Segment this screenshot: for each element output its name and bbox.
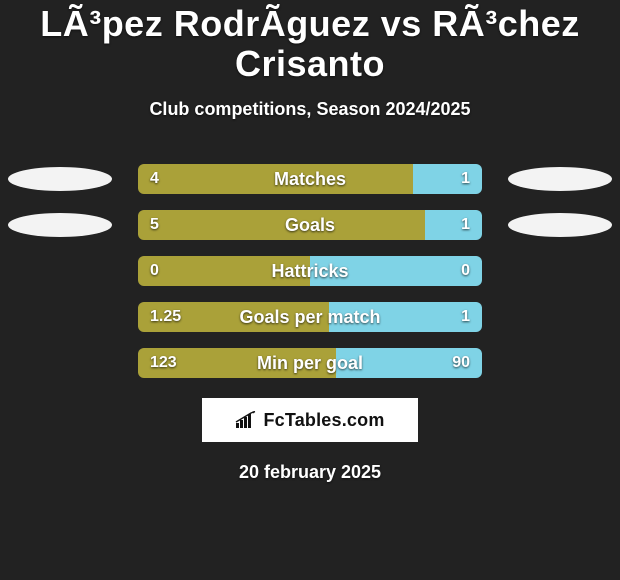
stat-row: Goals51 [0,210,620,240]
player-head-icon [508,213,612,237]
subtitle: Club competitions, Season 2024/2025 [0,99,620,120]
stat-bar [138,348,482,378]
page-title: LÃ³pez RodrÃ­guez vs RÃ³chez Crisanto [0,0,620,83]
stat-bar-left [138,210,425,240]
stat-row: Matches41 [0,164,620,194]
stat-bar [138,256,482,286]
stat-bar-right [413,164,482,194]
stat-row: Goals per match1.251 [0,302,620,332]
stat-bar-right [336,348,482,378]
stat-bar-left [138,164,413,194]
stat-bar-left [138,348,336,378]
stat-bar-right [329,302,482,332]
barchart-icon [235,411,257,429]
stat-bar [138,210,482,240]
stat-bar-right [425,210,482,240]
player-head-icon [8,167,112,191]
stat-bar-left [138,256,310,286]
stat-bar-right [310,256,482,286]
stats-list: Matches41 Goals51 Hattricks00 Goals per mat… [0,164,620,378]
stat-bar [138,302,482,332]
date-text: 20 february 2025 [0,462,620,483]
stat-bar-left [138,302,329,332]
player-head-icon [508,167,612,191]
player-head-icon [8,213,112,237]
logo-text: FcTables.com [263,410,384,431]
comparison-card: LÃ³pez RodrÃ­guez vs RÃ³chez Crisanto Cl… [0,0,620,580]
stat-row: Hattricks00 [0,256,620,286]
logo-box[interactable]: FcTables.com [202,398,418,442]
stat-row: Min per goal12390 [0,348,620,378]
stat-bar [138,164,482,194]
